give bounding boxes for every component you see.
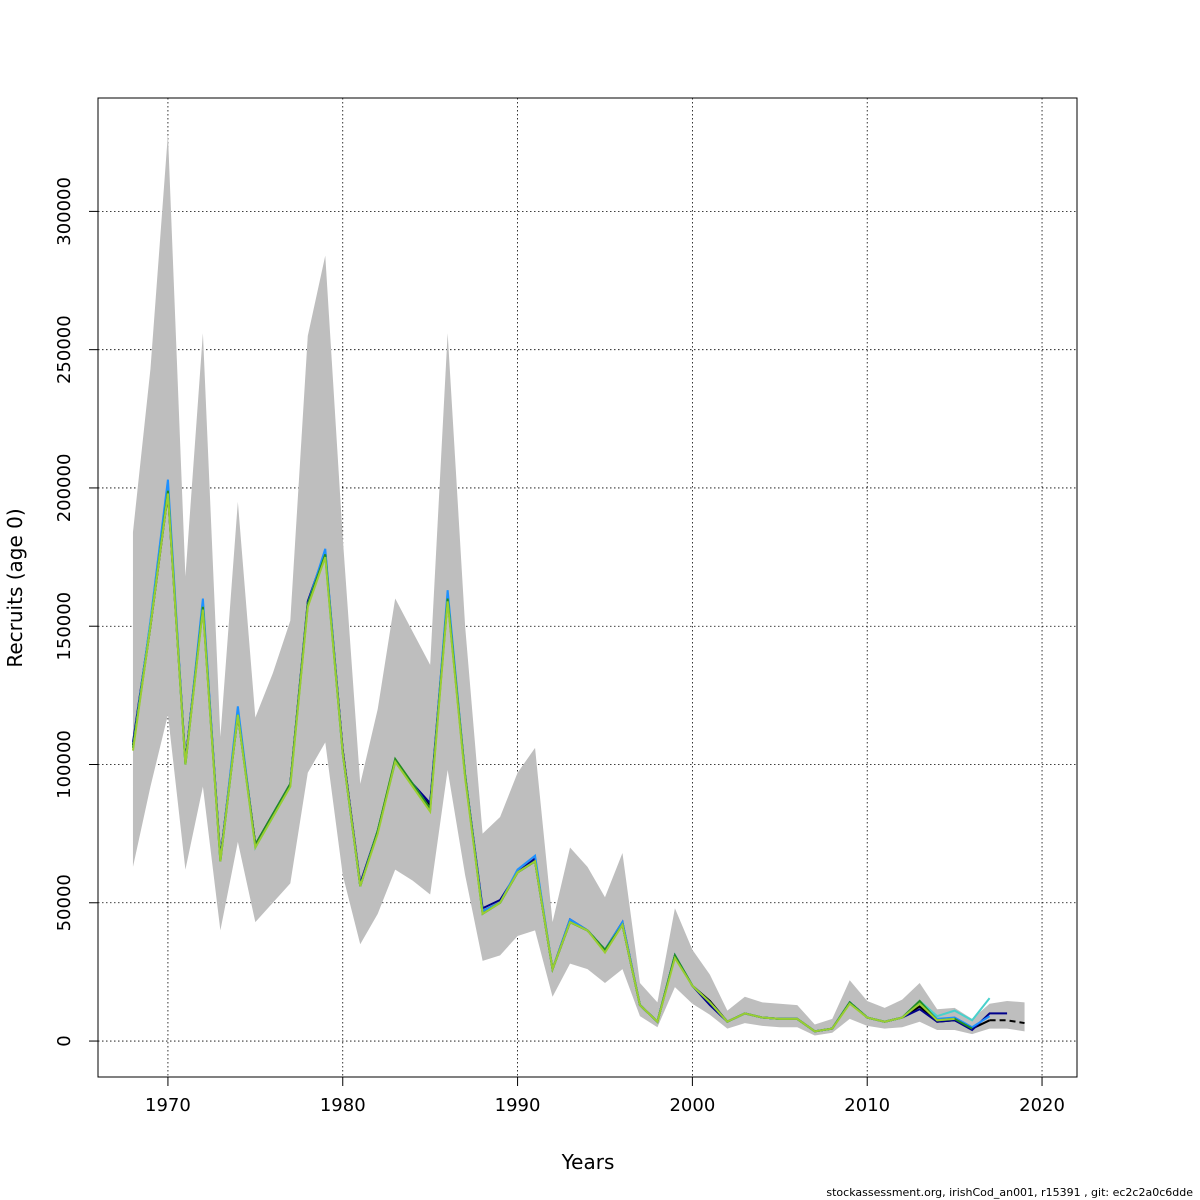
x-tick-label: 1990: [495, 1095, 541, 1116]
y-tick-label: 50000: [54, 874, 75, 931]
y-tick-label: 250000: [54, 315, 75, 384]
x-tick-label: 1980: [320, 1095, 366, 1116]
footer-note: stockassessment.org, irishCod_an001, r15…: [826, 1186, 1193, 1199]
x-tick-label: 2010: [844, 1095, 890, 1116]
x-tick-label: 2000: [669, 1095, 715, 1116]
y-tick-label: 100000: [54, 730, 75, 799]
y-axis-title: Recruits (age 0): [3, 508, 27, 667]
x-axis-title: Years: [561, 1150, 615, 1174]
series-layer: [131, 479, 1025, 1033]
y-tick-label: 0: [54, 1035, 75, 1046]
x-tick-label: 2020: [1019, 1095, 1065, 1116]
x-tick-label: 1970: [145, 1095, 191, 1116]
y-tick-label: 300000: [54, 177, 75, 246]
series-line-0-forecast: [989, 1019, 1025, 1025]
plot-frame: [97, 97, 1078, 1078]
series-line-5: [131, 493, 955, 1033]
confidence-band-layer: [132, 133, 1025, 1036]
y-axis: 0 50000 100000 150000 200000 250000 300000: [54, 177, 98, 1047]
y-tick-label: 150000: [54, 592, 75, 661]
confidence-band: [132, 133, 1025, 1036]
y-tick-label: 200000: [54, 454, 75, 523]
x-axis: 1970 1980 1990 2000 2010 2020: [145, 1077, 1065, 1116]
